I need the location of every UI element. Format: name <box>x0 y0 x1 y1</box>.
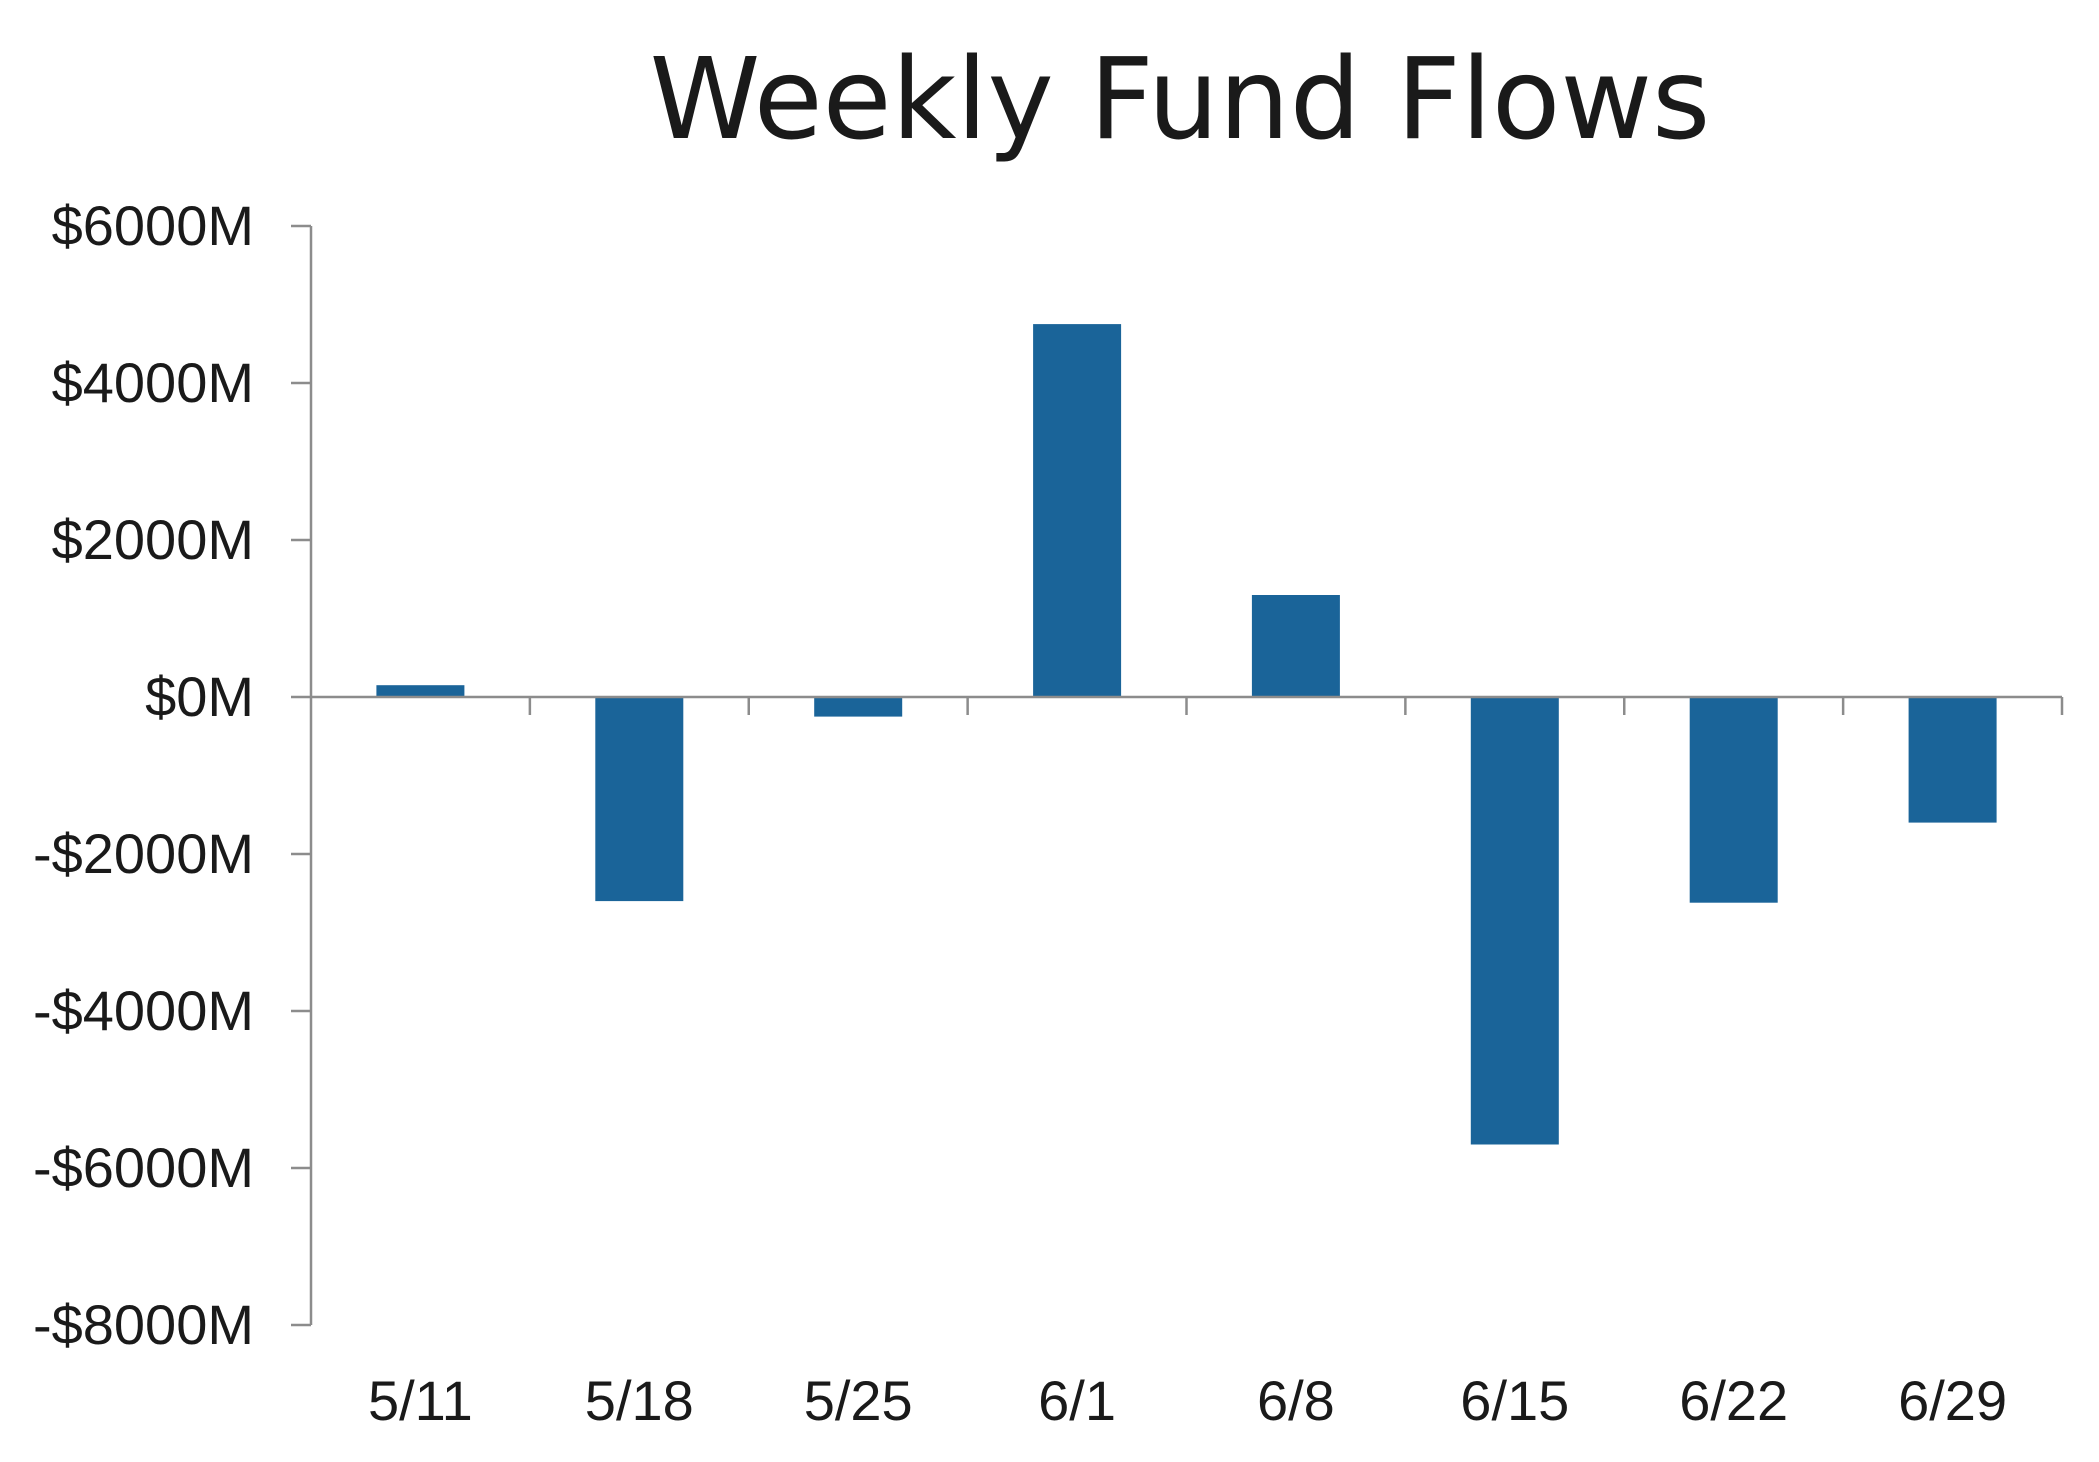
x-tick-label: 5/25 <box>804 1369 913 1432</box>
y-tick-label: -$6000M <box>33 1136 254 1199</box>
bar-5-11 <box>376 685 465 697</box>
bar-5-25 <box>814 697 903 717</box>
bar-6-15 <box>1470 697 1559 1145</box>
bar-6-1 <box>1033 324 1122 697</box>
bar-6-8 <box>1251 595 1340 697</box>
x-tick-label: 6/29 <box>1898 1369 2007 1432</box>
bar-6-29 <box>1908 697 1997 823</box>
y-tick-label: $6000M <box>52 194 254 257</box>
labels-layer: $6000M $4000M $2000M $0M -$2000M -$4000M -$600… <box>33 194 2007 1432</box>
bar-5-18 <box>595 697 684 902</box>
y-tick-label: -$2000M <box>33 822 254 885</box>
y-tick-label: $2000M <box>52 508 254 571</box>
y-tick-label: $4000M <box>52 351 254 414</box>
x-tick-label: 6/15 <box>1460 1369 1569 1432</box>
y-tick-label: -$8000M <box>33 1293 254 1356</box>
x-tick-label: 6/8 <box>1257 1369 1335 1432</box>
axes-layer <box>291 224 2064 1327</box>
x-tick-label: 6/22 <box>1679 1369 1788 1432</box>
x-tick-label: 5/18 <box>585 1369 694 1432</box>
y-tick-label: $0M <box>145 665 254 728</box>
y-tick-label: -$4000M <box>33 979 254 1042</box>
chart-title: Weekly Fund Flows <box>650 35 1711 165</box>
bar-6-22 <box>1689 697 1778 903</box>
x-tick-label: 5/11 <box>368 1369 473 1432</box>
bars-layer <box>376 324 1997 1145</box>
x-tick-label: 6/1 <box>1038 1369 1116 1432</box>
